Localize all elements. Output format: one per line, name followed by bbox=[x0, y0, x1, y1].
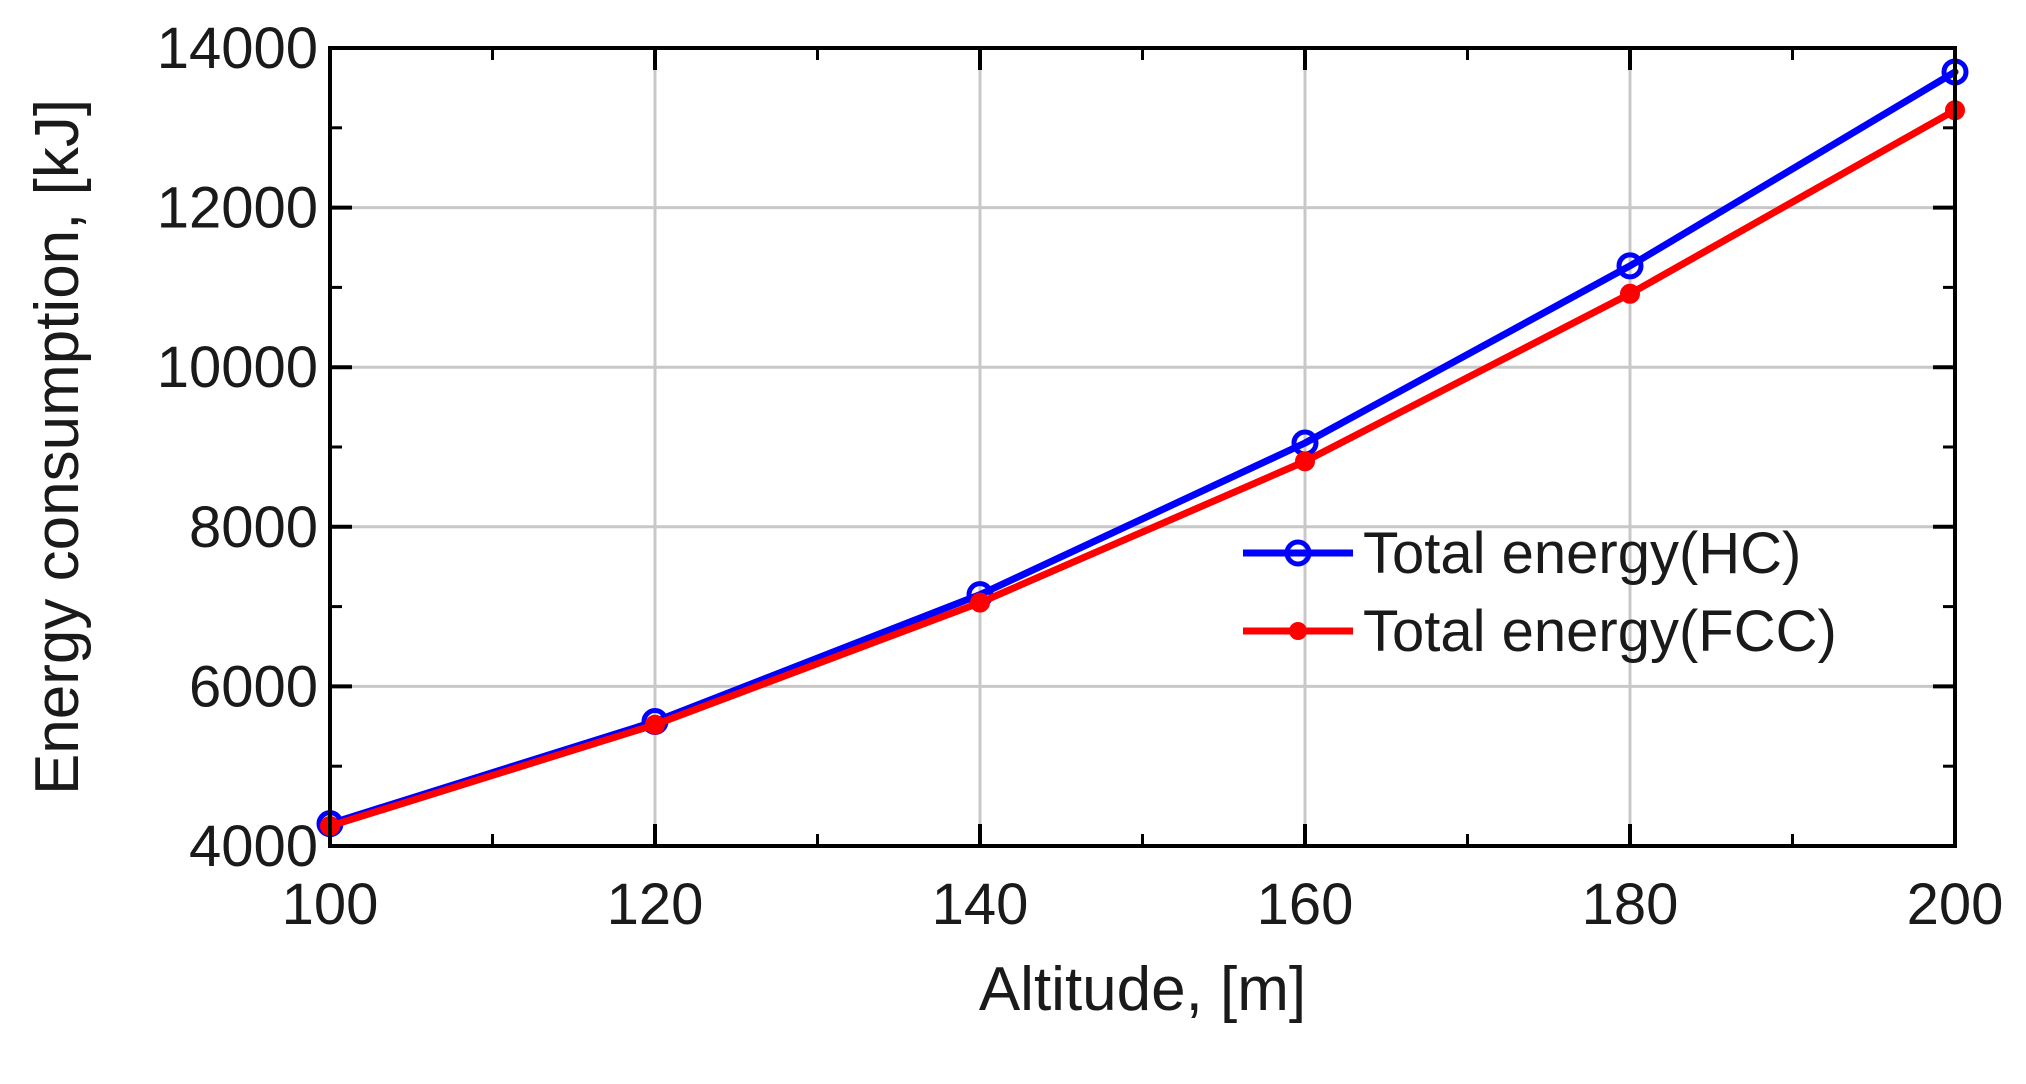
legend-label: Total energy(HC) bbox=[1363, 521, 1801, 586]
series-line bbox=[326, 106, 1959, 830]
data-point bbox=[1295, 451, 1315, 472]
x-tick-label: 180 bbox=[1582, 872, 1679, 937]
x-axis-label: Altitude, [m] bbox=[979, 955, 1306, 1024]
x-tick-label: 100 bbox=[282, 872, 379, 937]
legend-entry: Total energy(HC) bbox=[1243, 521, 1801, 586]
series-layer bbox=[316, 58, 1969, 838]
legend-marker bbox=[1284, 539, 1312, 567]
y-axis-label: Energy consumption, [kJ] bbox=[23, 99, 92, 795]
data-point bbox=[1620, 283, 1640, 304]
y-tick-label: 14000 bbox=[157, 16, 318, 81]
y-tick-label: 10000 bbox=[157, 335, 318, 400]
y-tick-label: 8000 bbox=[189, 495, 318, 560]
y-tick-label: 12000 bbox=[157, 176, 318, 241]
x-tick-label: 120 bbox=[607, 872, 704, 937]
series-1 bbox=[316, 58, 1969, 838]
grid-lines bbox=[328, 46, 1957, 848]
x-tick-label: 140 bbox=[932, 872, 1029, 937]
legend-label: Total energy(FCC) bbox=[1363, 599, 1837, 664]
series-line bbox=[326, 68, 1959, 828]
data-point bbox=[1616, 252, 1644, 280]
tick-labels: 100 120 140 160 180 200 4000 6000 8000 10000 12000… bbox=[157, 16, 2004, 937]
x-tick-label: 200 bbox=[1907, 872, 2004, 937]
data-point bbox=[645, 714, 665, 735]
data-point bbox=[970, 592, 990, 613]
legend-marker bbox=[1289, 622, 1307, 640]
y-tick-label: 4000 bbox=[189, 814, 318, 879]
axis-ticks bbox=[328, 46, 1957, 848]
x-tick-label: 160 bbox=[1257, 872, 1354, 937]
plot-frame bbox=[328, 46, 1957, 848]
y-tick-label: 6000 bbox=[189, 654, 318, 719]
legend: Total energy(HC) Total energy(FCC) bbox=[1243, 521, 1837, 664]
legend-entry: Total energy(FCC) bbox=[1243, 599, 1837, 664]
